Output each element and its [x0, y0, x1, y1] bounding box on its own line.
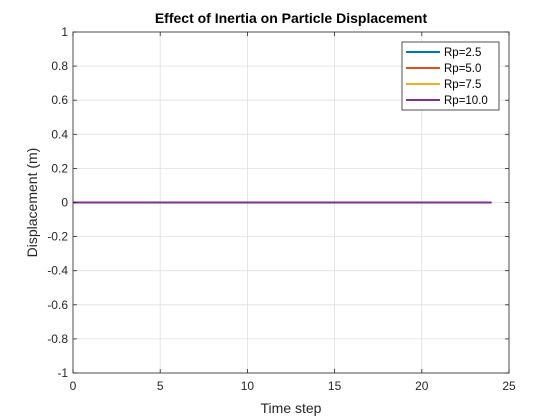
y-tick-label: 0.8 — [51, 59, 68, 73]
x-tick-label: 15 — [328, 379, 342, 393]
legend-label: Rp=5.0 — [444, 63, 481, 75]
y-tick-label: 1 — [61, 25, 68, 39]
legend-label: Rp=2.5 — [444, 47, 481, 59]
ticks: 0 5 10 15 20 25 -1 -0.8 -0.6 -0.4 -0.2 0 0.2 0.4 0.6 0.… — [47, 25, 516, 393]
legend-label: Rp=7.5 — [444, 79, 481, 91]
y-tick-label: -0.4 — [47, 264, 68, 278]
x-tick-label: 25 — [502, 379, 516, 393]
chart-title: Effect of Inertia on Particle Displaceme… — [155, 10, 428, 26]
x-tick-label: 5 — [157, 379, 164, 393]
y-tick-label: 0 — [61, 196, 68, 210]
y-tick-label: -0.8 — [47, 332, 68, 346]
y-tick-label: 0.2 — [51, 161, 68, 175]
y-tick-label: 0.6 — [51, 93, 68, 107]
x-axis-title: Time step — [261, 400, 322, 416]
grid — [72, 31, 510, 374]
x-tick-label: 0 — [70, 379, 77, 393]
legend-label: Rp=10.0 — [444, 95, 488, 107]
legend-box — [401, 41, 500, 111]
x-tick-label: 10 — [241, 379, 255, 393]
y-tick-label: -0.2 — [47, 230, 68, 244]
y-axis-title: Displacement (m) — [24, 148, 40, 258]
y-tick-label: -0.6 — [47, 298, 68, 312]
legend: Rp=2.5 Rp=5.0 Rp=7.5 Rp=10.0 — [401, 41, 500, 111]
y-tick-label: -1 — [57, 366, 68, 380]
y-tick-label: 0.4 — [51, 127, 68, 141]
x-tick-label: 20 — [415, 379, 429, 393]
